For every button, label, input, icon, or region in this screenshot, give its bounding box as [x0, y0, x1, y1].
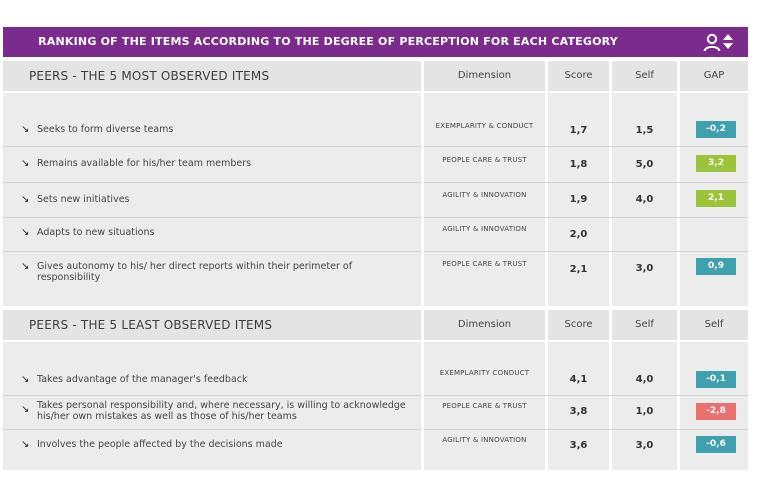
item-label: Involves the people affected by the deci…: [37, 439, 283, 450]
score-cell: 1,8: [569, 159, 588, 170]
score-cell: 3,6: [569, 440, 588, 451]
arrow-icon: ↘: [21, 124, 30, 135]
score-cell: 2,1: [569, 264, 588, 275]
section-title: PEERS - THE 5 LEAST OBSERVED ITEMS: [3, 310, 421, 340]
section-title: PEERS - THE 5 MOST OBSERVED ITEMS: [3, 61, 421, 91]
self-header[interactable]: Self: [612, 61, 677, 91]
score-cell: 2,0: [569, 229, 588, 240]
score-cell: 4,1: [569, 374, 588, 385]
score-cell: 1,7: [569, 125, 588, 136]
arrow-icon: ↘: [21, 439, 30, 450]
dimension-header[interactable]: Dimension: [424, 61, 545, 91]
arrow-icon: ↘: [21, 158, 30, 169]
gap-badge: 2,1: [696, 190, 736, 207]
gap-badge: 3,2: [696, 155, 736, 172]
table-body: ↘ Seeks to form diverse teams EXEMPLARIT…: [3, 93, 748, 306]
dimension-cell: PEOPLE CARE & TRUST: [442, 402, 527, 410]
gap-badge: -0,6: [696, 436, 736, 453]
self-header[interactable]: Self: [612, 310, 677, 340]
arrow-icon: ↘: [21, 374, 30, 385]
item-label: Gives autonomy to his/ her direct report…: [37, 261, 353, 283]
item-label: Adapts to new situations: [37, 227, 155, 238]
dimension-cell: PEOPLE CARE & TRUST: [442, 260, 527, 268]
item-label: Takes personal responsibility and, where…: [37, 400, 406, 422]
arrow-icon: ↘: [21, 227, 30, 238]
user-sort-icon[interactable]: [702, 32, 736, 52]
arrow-icon: ↘: [21, 404, 30, 415]
self-cell: 3,0: [635, 440, 654, 451]
dimension-cell: EXEMPLARITY CONDUCT: [439, 369, 530, 377]
item-label: Seeks to form diverse teams: [37, 124, 174, 135]
self-cell: 3,0: [635, 263, 654, 274]
gap-badge: 0,9: [696, 258, 736, 275]
dimension-cell: EXEMPLARITY & CONDUCT: [435, 122, 534, 130]
item-label: Remains available for his/her team membe…: [37, 158, 252, 169]
table-body: ↘ Takes advantage of the manager's feedb…: [3, 342, 748, 470]
item-label: Sets new initiatives: [37, 194, 130, 205]
ranking-title: RANKING OF THE ITEMS ACCORDING TO THE DE…: [38, 35, 618, 48]
dimension-cell: AGILITY & INNOVATION: [442, 191, 527, 199]
arrow-icon: ↘: [21, 261, 30, 272]
dimension-cell: PEOPLE CARE & TRUST: [442, 156, 527, 164]
arrow-icon: ↘: [21, 194, 30, 205]
self-gap-header[interactable]: Self: [680, 310, 748, 340]
dimension-cell: AGILITY & INNOVATION: [442, 225, 527, 233]
ranking-header: RANKING OF THE ITEMS ACCORDING TO THE DE…: [3, 27, 748, 57]
self-cell: 1,0: [635, 406, 654, 417]
dimension-cell: AGILITY & INNOVATION: [442, 436, 527, 444]
dimension-header[interactable]: Dimension: [424, 310, 545, 340]
gap-badge: -0,2: [696, 121, 736, 138]
score-header[interactable]: Score: [548, 310, 609, 340]
item-label: Takes advantage of the manager's feedbac…: [37, 374, 248, 385]
score-cell: 3,8: [569, 406, 588, 417]
gap-badge: -0,1: [696, 371, 736, 388]
self-cell: 4,0: [635, 194, 654, 205]
self-cell: 4,0: [635, 374, 654, 385]
gap-badge: -2,8: [696, 403, 736, 420]
self-cell: 5,0: [635, 159, 654, 170]
score-header[interactable]: Score: [548, 61, 609, 91]
score-cell: 1,9: [569, 194, 588, 205]
gap-header[interactable]: GAP: [680, 61, 748, 91]
self-cell: 1,5: [635, 125, 654, 136]
